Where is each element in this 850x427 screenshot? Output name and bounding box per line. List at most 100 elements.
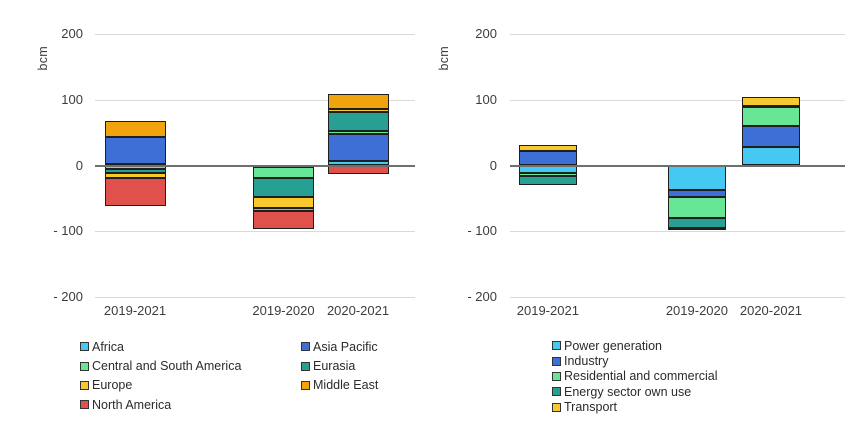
legend-item: Africa [80,337,301,356]
legend-label: North America [92,397,172,412]
bar-segment [667,217,726,228]
legend-item: Central and South America [80,356,301,375]
legend-swatch-icon [552,341,561,351]
legend-item: Residential and commercial [552,369,752,384]
y-tick-label: - 100 [53,223,83,239]
legend-item: Energy sector own use [552,384,752,399]
chart-by-sector: bcm 200 100 0 - 100 - 200 2019-2021 2019-2020 2… [425,0,850,427]
bar-segment [252,196,314,209]
legend-label: Central and South America [92,359,242,374]
gridline [95,34,415,36]
legend: Power generation Industry Residential and … [552,338,752,415]
bar-segment [104,177,166,207]
bar-segment [104,120,166,137]
gridline [95,296,415,298]
bar-segment [327,112,389,131]
zero-axis-line [510,164,845,167]
bar-segment [667,227,726,230]
x-tick-label: 2019-2021 [103,303,167,318]
bar-segment [741,147,800,166]
legend-label: Energy sector own use [564,384,692,399]
bar-segment [252,210,314,230]
zero-axis-line [95,164,415,167]
x-tick-label: 2019-2021 [516,303,579,318]
legend-item: Middle East [301,376,522,395]
legend-item: Power generation [552,338,752,353]
gridline [95,231,415,233]
bar-segment [252,167,314,178]
bar-segment [104,136,166,165]
bar-segment [667,196,726,218]
legend-label: Europe [92,378,133,393]
legend-swatch-icon [301,361,310,371]
bar-segment [327,93,389,110]
legend-label: Eurasia [313,359,356,374]
x-tick-label: 2020-2021 [326,303,390,318]
legend-item: Europe [80,376,301,395]
legend-label: Middle East [313,378,379,393]
bar-segment [518,151,577,166]
y-tick-label: 200 [475,26,497,42]
legend-swatch-icon [552,402,561,412]
legend-swatch-icon [301,342,310,352]
bar-segment [327,130,389,134]
legend-item: North America [80,395,301,414]
y-axis-title: bcm [36,46,50,71]
legend-label: Transport [564,400,618,415]
legend: Africa Asia Pacific Central and South Amer… [80,337,522,415]
y-tick-label: 0 [489,157,497,173]
gridline [510,34,845,36]
y-tick-label: 100 [475,91,497,107]
legend-swatch-icon [552,387,561,397]
legend-item: Transport [552,400,752,415]
y-tick-label: 100 [61,91,83,107]
y-axis-title: bcm [437,46,451,71]
bar-segment [518,144,577,152]
x-tick-label: 2020-2021 [739,303,803,318]
x-tick-label: 2019-2020 [252,303,315,318]
bar-segment [327,134,389,161]
legend-swatch-icon [80,342,89,352]
legend-label: Residential and commercial [564,369,718,384]
gridline [510,296,845,298]
bar-segment [104,169,166,174]
bar-segment [741,107,800,127]
chart-by-region: bcm 200 100 0 - 100 - 200 2019-2021 2019-2020 2… [36,26,415,412]
bar-segment [741,105,800,108]
legend-item: Eurasia [301,356,522,375]
bar-segment [518,173,577,176]
legend-swatch-icon [80,380,89,390]
legend-swatch-icon [80,361,89,371]
x-tick-label: 2019-2020 [665,303,728,318]
gridline [95,99,415,101]
legend-label: Africa [92,339,124,354]
bar-segment [252,208,314,211]
bar-segment [518,165,577,174]
bar-segment [518,175,577,185]
legend-swatch-icon [80,400,89,410]
bar-segment [667,165,726,190]
bar-segment [741,126,800,148]
bar-segment [327,165,389,175]
y-tick-label: 0 [75,157,83,173]
legend-swatch-icon [552,356,561,366]
bar-segment [104,173,166,178]
legend-label: Power generation [564,338,662,353]
gridline [510,231,845,233]
y-tick-label: 200 [61,26,83,42]
legend-label: Asia Pacific [313,339,378,354]
gridline [510,99,845,101]
legend-item: Asia Pacific [301,337,522,356]
y-tick-label: - 200 [467,288,497,304]
legend-label: Industry [564,354,609,369]
bar-segment [327,109,389,113]
legend-swatch-icon [552,371,561,381]
bar-segment [741,97,800,106]
bar-segment [667,189,726,197]
y-tick-label: - 200 [53,288,83,304]
y-tick-label: - 100 [467,223,497,239]
legend-swatch-icon [301,380,310,390]
bar-segment [252,177,314,197]
legend-item: Industry [552,353,752,368]
